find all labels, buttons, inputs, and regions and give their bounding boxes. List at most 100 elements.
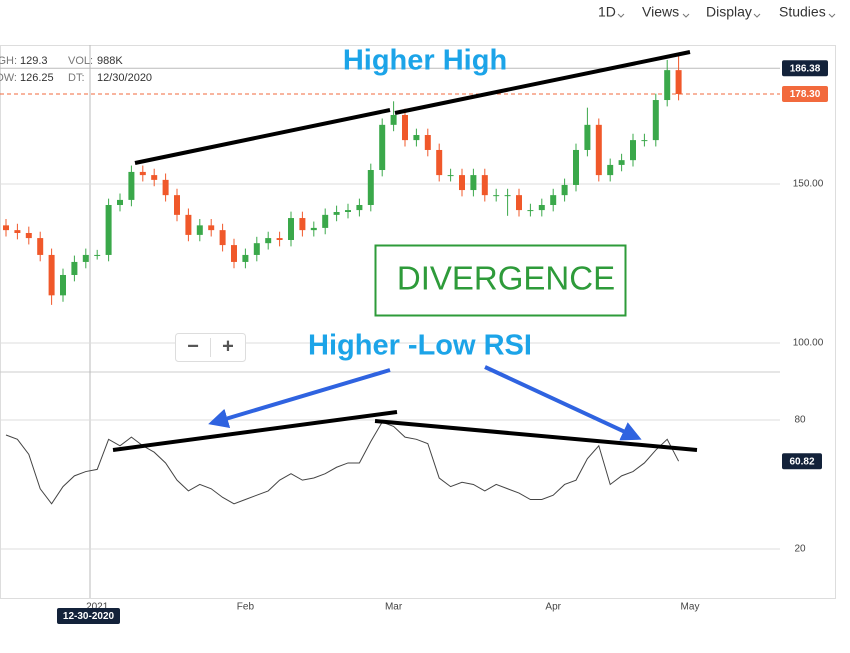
chart-frame xyxy=(0,45,836,599)
annotation: Higher High xyxy=(343,45,507,77)
candle-body xyxy=(196,225,203,235)
candle-body xyxy=(231,245,237,262)
rsi-tag xyxy=(782,453,822,470)
info-label: VOL: xyxy=(68,55,93,67)
trend-line xyxy=(134,108,391,165)
trend-line xyxy=(112,410,398,452)
x-tick-label: Feb xyxy=(237,602,255,613)
info-value: 126.25 xyxy=(20,72,54,84)
candle-body xyxy=(379,124,386,171)
candle-body xyxy=(630,140,636,161)
arrow xyxy=(208,368,391,429)
x-tick-label: 2021 xyxy=(86,602,109,613)
candle-body xyxy=(459,175,465,191)
candle-body xyxy=(37,238,44,255)
price-tag-label: 178.30 xyxy=(790,89,821,100)
chevron xyxy=(617,13,625,18)
candle-body xyxy=(310,227,317,231)
info-value: 12/30/2020 xyxy=(97,72,152,84)
candle-body xyxy=(14,230,21,233)
candle-body xyxy=(105,205,112,255)
candle-body xyxy=(470,175,477,191)
candle-body xyxy=(60,274,66,296)
candle-body xyxy=(151,175,158,180)
annotation-box xyxy=(374,244,627,317)
zoom-in[interactable]: + xyxy=(222,335,234,357)
price-tag xyxy=(782,60,828,77)
candle-body xyxy=(128,171,135,200)
info-value: 129.3 xyxy=(20,55,48,67)
candle-body xyxy=(618,160,625,165)
candle-body xyxy=(481,175,488,196)
candle-body xyxy=(527,210,534,212)
candle-body xyxy=(675,70,682,94)
menu-views[interactable]: Views xyxy=(642,4,679,20)
zoom-out[interactable]: − xyxy=(187,335,199,357)
trend-line xyxy=(374,419,698,452)
candle-body xyxy=(516,195,522,211)
candle-body xyxy=(162,179,169,196)
crosshair-label: 12-30-2020 xyxy=(63,611,115,622)
candle-body xyxy=(561,184,568,196)
trend-line xyxy=(394,50,691,115)
candle-body xyxy=(538,205,545,211)
candle-body xyxy=(550,195,557,206)
candle-body xyxy=(652,100,659,141)
candle-body xyxy=(117,199,123,206)
candle-body xyxy=(595,124,602,176)
candle-body xyxy=(390,114,397,125)
zoom-controls: − + xyxy=(175,333,246,362)
info-label: DT: xyxy=(68,72,85,84)
candle-body xyxy=(82,254,89,262)
candle-body xyxy=(208,225,215,231)
candle-body xyxy=(402,114,408,141)
candle-body xyxy=(25,232,32,239)
candle-body xyxy=(413,135,420,141)
arrow xyxy=(484,365,642,441)
candle-body xyxy=(573,149,579,185)
candle-body xyxy=(584,124,591,150)
menu-studies[interactable]: Studies xyxy=(779,4,826,20)
menu-1d[interactable]: 1D xyxy=(598,4,616,20)
candle-body xyxy=(424,135,431,150)
candle-body xyxy=(253,243,260,255)
candle-body xyxy=(219,230,226,246)
chevron xyxy=(828,13,836,18)
rsi-line xyxy=(5,421,680,505)
candle-body xyxy=(299,218,306,231)
candle-body xyxy=(276,238,283,240)
info-value: 988K xyxy=(97,55,123,67)
y-tick-label: 100.00 xyxy=(793,338,824,349)
chevron xyxy=(753,13,761,18)
annotation: Higher -Low RSI xyxy=(308,330,532,362)
candle-body xyxy=(265,238,272,244)
candle-body xyxy=(641,140,648,142)
price-tag xyxy=(782,85,828,102)
candle-body xyxy=(504,195,511,197)
y-tick-label: 150.00 xyxy=(793,179,824,190)
x-tick-label: Apr xyxy=(545,602,561,613)
candle-body xyxy=(607,164,614,176)
candle-body xyxy=(333,211,340,215)
rsi-tag-label: 60.82 xyxy=(789,456,814,467)
candle-body xyxy=(3,225,9,231)
candle-body xyxy=(356,205,363,211)
candle-body xyxy=(242,254,249,262)
x-tick-label: Mar xyxy=(385,602,403,613)
info-box: HIGH: 129.3 VOL: 988K LOW: 126.25 DT: 12… xyxy=(0,55,152,84)
candle-body xyxy=(288,218,294,240)
rsi-tick-label: 80 xyxy=(794,415,806,426)
candle-body xyxy=(48,254,55,296)
candle-body xyxy=(447,175,454,177)
candle-body xyxy=(436,149,443,176)
annotation: DIVERGENCE xyxy=(397,260,615,297)
candle-body xyxy=(322,214,329,228)
x-tick-label: May xyxy=(681,602,700,613)
candle-body xyxy=(94,254,101,256)
candle-body xyxy=(71,261,78,275)
crosshair-tag xyxy=(57,608,120,624)
menu-display[interactable]: Display xyxy=(706,4,752,20)
candle-body xyxy=(367,170,374,206)
price-tag-label: 186.38 xyxy=(790,63,821,74)
